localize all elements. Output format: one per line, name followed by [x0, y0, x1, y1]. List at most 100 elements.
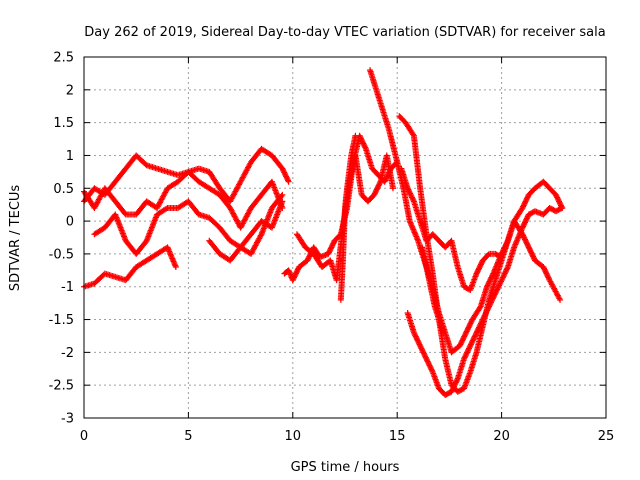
y-tick-label: -1 — [61, 280, 74, 295]
data-point — [496, 281, 503, 288]
data-point — [415, 340, 422, 347]
data-point — [448, 388, 455, 395]
data-point — [484, 282, 491, 289]
series-1 — [81, 168, 286, 231]
data-point — [521, 199, 528, 206]
data-point — [554, 194, 561, 201]
data-point — [410, 197, 417, 204]
y-axis-label: SDTVAR / TECUs — [8, 185, 23, 292]
data-point — [557, 296, 564, 303]
data-point — [359, 139, 366, 146]
data-point — [305, 254, 312, 261]
data-point — [419, 348, 426, 355]
data-point — [163, 205, 170, 212]
data-point — [417, 344, 424, 351]
data-point — [525, 244, 532, 251]
data-point — [291, 274, 298, 281]
data-point — [292, 271, 299, 278]
data-point — [376, 181, 383, 188]
data-point — [474, 269, 481, 276]
data-point — [283, 174, 290, 181]
data-point — [475, 325, 482, 332]
data-point — [421, 351, 428, 358]
data-point — [468, 340, 475, 347]
data-point — [520, 222, 527, 229]
data-point — [404, 185, 411, 192]
x-tick-label: 25 — [598, 429, 615, 444]
data-point — [279, 165, 286, 172]
data-point — [374, 183, 381, 190]
data-point — [359, 138, 366, 145]
x-tick-label: 15 — [389, 429, 406, 444]
data-point — [463, 329, 470, 336]
data-point — [361, 141, 368, 148]
data-point — [471, 333, 478, 340]
series-7 — [337, 132, 359, 303]
data-point — [498, 254, 505, 261]
data-point — [523, 195, 530, 202]
data-point — [427, 363, 434, 370]
data-point — [425, 361, 432, 368]
data-point — [472, 332, 479, 339]
data-point — [283, 173, 290, 180]
data-point — [485, 279, 492, 286]
data-point — [471, 334, 478, 341]
data-point — [524, 194, 531, 201]
data-point — [476, 324, 483, 331]
data-point — [279, 191, 286, 198]
data-point — [489, 296, 496, 303]
data-point — [469, 337, 476, 344]
data-point — [462, 351, 469, 358]
data-point — [423, 355, 430, 362]
data-point — [467, 342, 474, 349]
data-point — [427, 365, 434, 372]
data-point — [525, 243, 532, 250]
data-point — [488, 273, 495, 280]
data-point — [304, 257, 311, 264]
data-point — [494, 286, 501, 293]
data-point — [544, 271, 551, 278]
data-point — [357, 135, 364, 142]
data-point — [519, 204, 526, 211]
data-point — [524, 214, 531, 221]
data-point — [412, 333, 419, 340]
data-point — [487, 299, 494, 306]
data-point — [279, 166, 286, 173]
data-point — [358, 136, 365, 143]
data-point — [489, 295, 496, 302]
data-point — [479, 316, 486, 323]
data-point — [557, 205, 564, 212]
data-point — [418, 345, 425, 352]
data-point — [466, 321, 473, 328]
y-tick-label: 2.5 — [53, 51, 74, 66]
data-point — [476, 323, 483, 330]
data-point — [544, 273, 551, 280]
data-point — [523, 197, 530, 204]
axis-ticks: 0 5 10 15 20 25 2.5 2 1.5 1 0.5 0 -0.5 -1 -1.5 -2 -2.5 -3 — [49, 51, 615, 445]
data-point — [467, 320, 474, 327]
data-point — [426, 362, 433, 369]
data-point — [459, 337, 466, 344]
data-point — [330, 240, 337, 247]
data-point — [557, 201, 564, 208]
data-point — [414, 337, 421, 344]
data-point — [484, 307, 491, 314]
data-point — [530, 253, 537, 260]
data-point — [486, 303, 493, 310]
data-point — [540, 264, 547, 271]
data-point — [463, 328, 470, 335]
data-point — [464, 348, 471, 355]
data-point — [410, 329, 417, 336]
data-point — [497, 253, 504, 260]
data-point — [424, 358, 431, 365]
data-point — [458, 338, 465, 345]
data-points — [81, 67, 566, 399]
series-11 — [398, 165, 505, 294]
x-tick-label: 20 — [493, 429, 510, 444]
data-point — [545, 274, 552, 281]
data-point — [554, 195, 561, 202]
data-point — [520, 223, 527, 230]
data-point — [452, 380, 459, 387]
y-tick-label: 1.5 — [53, 116, 74, 131]
series-4 — [206, 198, 286, 264]
